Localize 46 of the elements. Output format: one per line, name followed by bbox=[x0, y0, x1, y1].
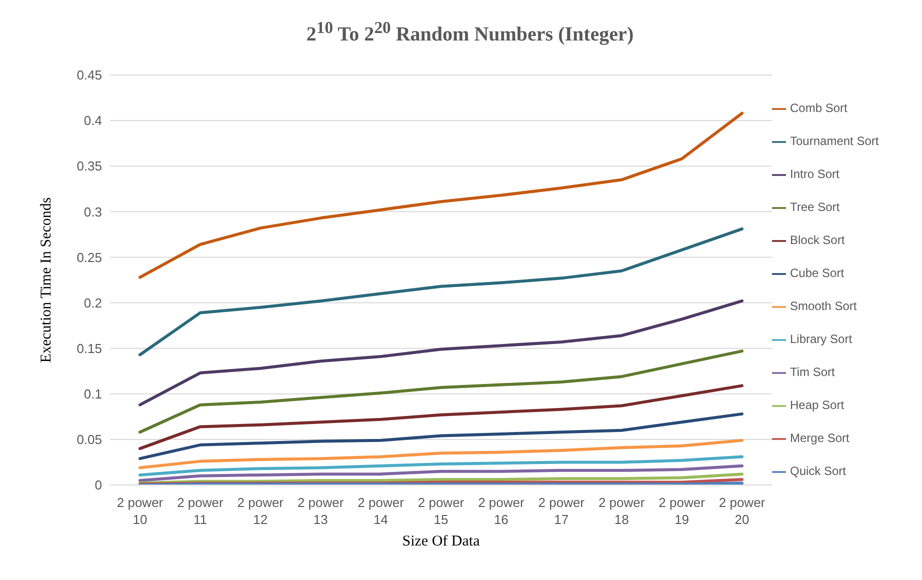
line-series bbox=[138, 412, 744, 460]
y-axis-title: Execution Time In Seconds bbox=[38, 197, 54, 363]
x-tick-label: 2 power 11 bbox=[177, 495, 224, 527]
line-series bbox=[138, 384, 744, 450]
line-series bbox=[138, 227, 744, 356]
legend-label: Tournament Sort bbox=[790, 134, 879, 148]
line-series bbox=[138, 299, 744, 406]
y-tick-label: 0.1 bbox=[84, 386, 102, 402]
line-series bbox=[138, 455, 744, 476]
chart-title: 2$^{10}$ To 2$^{20}$ Random Numbers (Integer) bbox=[305, 18, 635, 47]
line-series bbox=[138, 464, 744, 482]
y-tick-label: 0.05 bbox=[76, 432, 102, 448]
legend-label: Block Sort bbox=[790, 233, 845, 247]
line-series bbox=[138, 350, 744, 434]
line-series bbox=[138, 112, 744, 279]
legend-label: Cube Sort bbox=[790, 266, 844, 280]
y-tick-label: 0.2 bbox=[84, 295, 102, 310]
line-series bbox=[138, 472, 744, 485]
y-tick-label: 0.3 bbox=[84, 204, 102, 220]
legend-label: Quick Sort bbox=[790, 464, 846, 478]
y-tick-label: 0.15 bbox=[76, 340, 102, 356]
legend-label: Comb Sort bbox=[790, 101, 848, 115]
x-tick-label: 2 power 14 bbox=[358, 495, 405, 527]
y-tick-label: 0 bbox=[94, 478, 102, 493]
legend-label: Heap Sort bbox=[790, 398, 844, 412]
y-tick-label: 0.25 bbox=[76, 250, 102, 265]
x-tick-label: 2 power 17 bbox=[538, 495, 586, 527]
line-series bbox=[138, 438, 744, 470]
x-tick-label: 2 power 19 bbox=[658, 495, 706, 527]
x-tick-label: 2 power 20 bbox=[718, 495, 766, 527]
y-tick-label: 0.45 bbox=[76, 68, 102, 83]
x-tick-label: 2 power 10 bbox=[116, 495, 164, 527]
legend-label: Smooth Sort bbox=[790, 299, 857, 313]
x-tick-label: 2 power 18 bbox=[598, 495, 646, 527]
x-tick-label: 2 power 12 bbox=[237, 495, 284, 527]
x-tick-label: 2 power 13 bbox=[297, 495, 344, 527]
x-axis-title: Size Of Data bbox=[402, 534, 480, 550]
x-tick-label: 2 power 16 bbox=[478, 495, 525, 527]
legend-label: Merge Sort bbox=[790, 431, 850, 445]
legend-label: Tim Sort bbox=[790, 365, 835, 379]
y-tick-label: 0.35 bbox=[76, 158, 102, 174]
x-tick-label: 2 power 15 bbox=[418, 495, 465, 527]
legend-label: Library Sort bbox=[790, 332, 852, 346]
y-tick-label: 0.4 bbox=[84, 113, 102, 128]
legend-label: Intro Sort bbox=[790, 167, 840, 181]
legend-label: Tree Sort bbox=[790, 200, 840, 214]
